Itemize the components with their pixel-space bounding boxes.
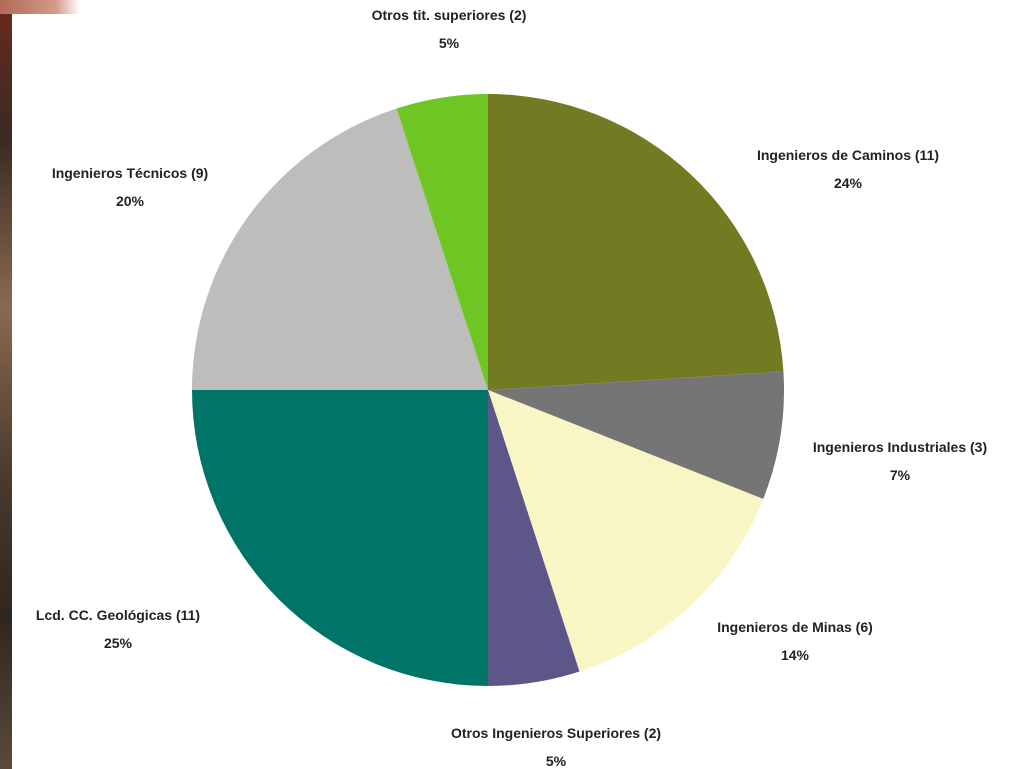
slice-label-4: Lcd. CC. Geológicas (11) xyxy=(36,607,200,623)
pie-slice-6 xyxy=(396,94,488,390)
photo-corner xyxy=(0,0,80,14)
slice-label-1: Ingenieros Industriales (3) xyxy=(813,439,987,455)
pie-slice-5 xyxy=(192,108,488,391)
slice-percent-2: 14% xyxy=(781,647,810,663)
slice-label-0: Ingenieros de Caminos (11) xyxy=(757,147,939,163)
slice-label-3: Otros Ingenieros Superiores (2) xyxy=(451,725,661,741)
slice-percent-6: 5% xyxy=(439,35,460,51)
slice-label-6: Otros tit. superiores (2) xyxy=(372,7,527,23)
photo-edge-strip xyxy=(0,0,12,769)
pie-slice-4 xyxy=(192,390,488,686)
slice-percent-4: 25% xyxy=(104,635,133,651)
pie-slice-3 xyxy=(488,390,580,686)
slice-percent-0: 24% xyxy=(834,175,863,191)
pie-slice-2 xyxy=(488,390,764,672)
pie-slice-0 xyxy=(488,94,784,390)
pie-labels: Ingenieros de Caminos (11) 24% Ingenieros … xyxy=(36,7,987,769)
slice-percent-1: 7% xyxy=(890,467,911,483)
slice-label-5: Ingenieros Técnicos (9) xyxy=(52,165,208,181)
pie-slices xyxy=(192,94,785,686)
slice-percent-3: 5% xyxy=(546,753,567,769)
pie-slice-1 xyxy=(488,371,785,499)
slice-label-2: Ingenieros de Minas (6) xyxy=(717,619,873,635)
slice-percent-5: 20% xyxy=(116,193,145,209)
